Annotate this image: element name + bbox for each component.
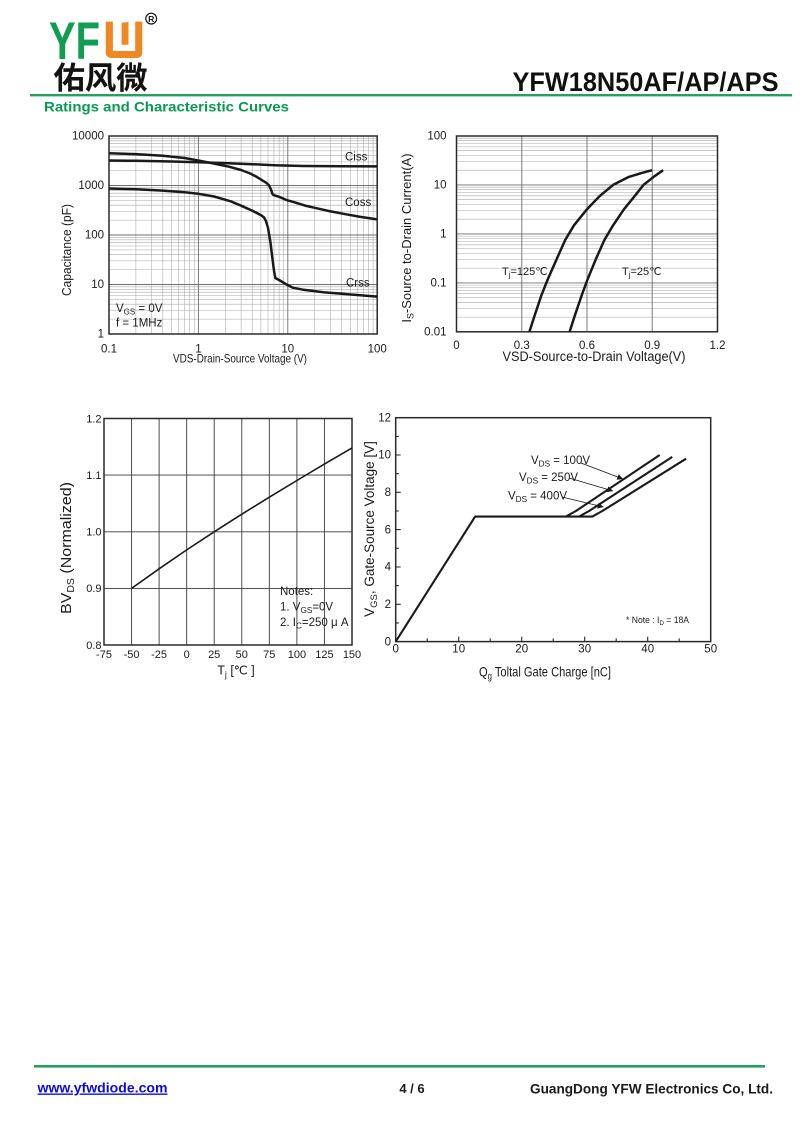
svg-text:Crss: Crss — [346, 278, 370, 290]
svg-text:0.9: 0.9 — [86, 583, 101, 595]
svg-text:YFW18N50AF/AP/APS: YFW18N50AF/AP/APS — [513, 67, 779, 97]
svg-text:6: 6 — [385, 524, 391, 536]
svg-text:1.1: 1.1 — [86, 470, 101, 482]
svg-text:0.1: 0.1 — [101, 344, 117, 356]
svg-text:1: 1 — [98, 329, 104, 341]
svg-text:150: 150 — [343, 649, 361, 661]
svg-text:Coss: Coss — [345, 197, 371, 209]
svg-text:50: 50 — [236, 649, 248, 661]
svg-text:10: 10 — [452, 644, 465, 656]
svg-text:2: 2 — [385, 599, 391, 611]
svg-text:25: 25 — [208, 649, 220, 661]
svg-text:VGS = 0V: VGS = 0V — [116, 303, 163, 317]
svg-text:Qg Toltal Gate Charge [nC]: Qg Toltal Gate Charge [nC] — [479, 664, 611, 683]
svg-text:BVDS (Normalized): BVDS (Normalized) — [58, 482, 77, 614]
svg-text:0: 0 — [392, 644, 398, 656]
svg-text:75: 75 — [263, 649, 275, 661]
svg-text:0.3: 0.3 — [514, 340, 530, 352]
svg-text:0.9: 0.9 — [644, 340, 660, 352]
svg-text:4: 4 — [385, 562, 392, 574]
svg-text:0.01: 0.01 — [424, 327, 446, 339]
svg-text:100: 100 — [85, 230, 104, 242]
svg-text:0.1: 0.1 — [431, 278, 447, 290]
svg-text:100: 100 — [427, 131, 446, 143]
svg-text:10: 10 — [378, 450, 391, 462]
svg-text:Capacitance (pF): Capacitance (pF) — [59, 204, 74, 296]
svg-text:R: R — [148, 14, 155, 24]
svg-text:www.yfwdiode.com: www.yfwdiode.com — [36, 1081, 167, 1096]
svg-text:0: 0 — [184, 649, 190, 661]
svg-text:20: 20 — [515, 644, 528, 656]
svg-text:* Note : ID = 18A: * Note : ID = 18A — [626, 615, 690, 627]
svg-text:0.8: 0.8 — [86, 640, 101, 652]
svg-text:Notes:: Notes: — [280, 586, 313, 598]
svg-text:IS-Source to-Drain Current(A: IS-Source to-Drain Current(A) — [399, 153, 416, 322]
svg-text:1000: 1000 — [78, 180, 104, 192]
svg-text:GuangDong YFW Electronics Co,: GuangDong YFW Electronics Co, Ltd. — [530, 1082, 773, 1097]
svg-text:8: 8 — [385, 487, 391, 499]
svg-text:-50: -50 — [124, 649, 140, 661]
svg-text:50: 50 — [704, 644, 717, 656]
svg-text:4 / 6: 4 / 6 — [399, 1081, 424, 1096]
svg-text:2. IC=250 μ A: 2. IC=250 μ A — [280, 617, 349, 630]
svg-text:0: 0 — [385, 636, 391, 648]
svg-text:Tj [℃ ]: Tj [℃ ] — [217, 664, 255, 680]
svg-text:40: 40 — [641, 644, 654, 656]
svg-text:VDS-Drain-Source Voltage (V): VDS-Drain-Source Voltage (V) — [173, 352, 307, 366]
svg-text:30: 30 — [578, 644, 591, 656]
svg-text:VSD-Source-to-Drain Voltage(V): VSD-Source-to-Drain Voltage(V) — [503, 349, 686, 364]
svg-text:VGS, Gate-Source Voltage [V]: VGS, Gate-Source Voltage [V] — [362, 441, 380, 617]
svg-text:1: 1 — [195, 344, 201, 356]
svg-text:YF: YF — [49, 12, 100, 71]
svg-text:10: 10 — [434, 180, 447, 192]
svg-text:-25: -25 — [151, 649, 167, 661]
svg-text:Ratings and Characteristic Cur: Ratings and Characteristic Curves — [44, 100, 289, 115]
svg-text:f = 1MHz: f = 1MHz — [116, 318, 163, 330]
svg-text:1. VGS=0V: 1. VGS=0V — [280, 602, 333, 615]
svg-text:100: 100 — [288, 649, 306, 661]
svg-text:0: 0 — [453, 340, 459, 352]
svg-text:10: 10 — [281, 344, 294, 356]
svg-text:-75: -75 — [96, 649, 112, 661]
svg-text:100: 100 — [368, 344, 387, 356]
svg-text:125: 125 — [315, 649, 333, 661]
svg-text:1.2: 1.2 — [710, 340, 726, 352]
svg-text:12: 12 — [378, 412, 391, 424]
svg-text:Ciss: Ciss — [345, 152, 368, 164]
svg-text:1.0: 1.0 — [86, 527, 101, 539]
svg-text:Tj=25℃: Tj=25℃ — [622, 266, 661, 279]
svg-text:Tj=125℃: Tj=125℃ — [502, 266, 548, 279]
svg-text:1.2: 1.2 — [86, 413, 101, 425]
svg-text:10000: 10000 — [72, 131, 104, 143]
svg-text:10: 10 — [91, 279, 104, 291]
svg-text:0.6: 0.6 — [579, 340, 595, 352]
svg-text:1: 1 — [440, 229, 446, 241]
